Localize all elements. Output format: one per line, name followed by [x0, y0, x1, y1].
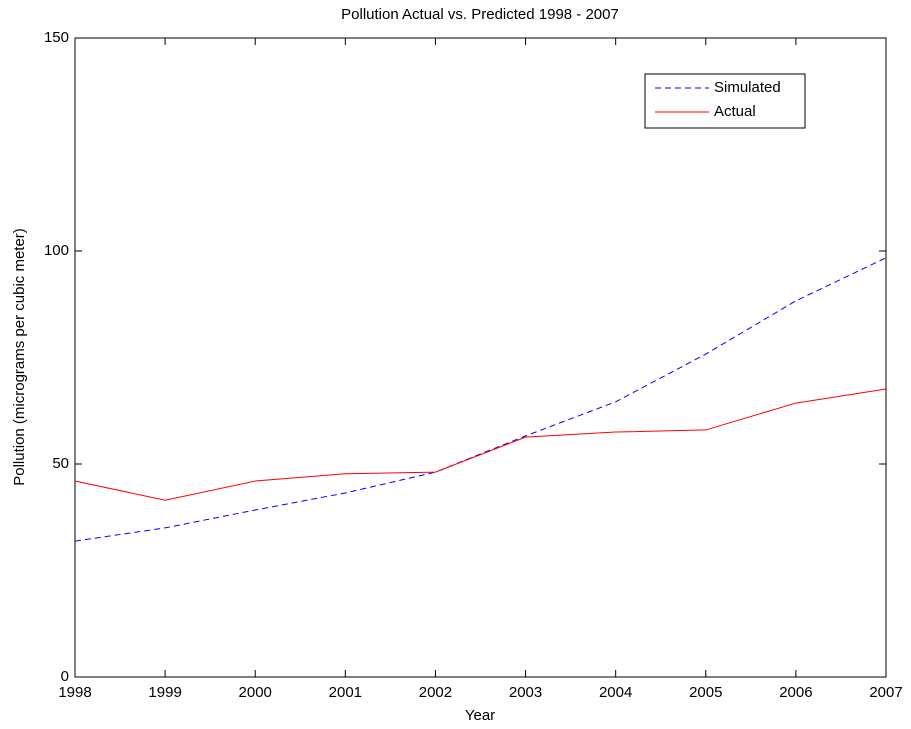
y-axis-label: Pollution (micrograms per cubic meter) [11, 228, 28, 486]
y-tick-label: 150 [44, 29, 69, 46]
y-tick-label: 50 [52, 455, 69, 472]
x-axis-label: Year [465, 707, 495, 724]
legend-label: Simulated [714, 79, 781, 96]
x-tick-label: 2004 [599, 684, 632, 701]
x-tick-label: 2006 [779, 684, 812, 701]
y-tick-label: 0 [61, 668, 69, 685]
y-tick-label: 100 [44, 242, 69, 259]
x-tick-label: 2001 [329, 684, 362, 701]
series-line [74, 388, 887, 501]
x-tick-label: 2007 [869, 684, 902, 701]
x-tick-label: 2005 [689, 684, 722, 701]
x-tick-label: 2002 [419, 684, 452, 701]
x-tick-label: 1999 [148, 684, 181, 701]
plot-area [74, 37, 887, 678]
x-tick-label: 1998 [58, 684, 91, 701]
x-tick-label: 2000 [239, 684, 272, 701]
chart-title: Pollution Actual vs. Predicted 1998 - 20… [341, 6, 619, 23]
x-tick-label: 2003 [509, 684, 542, 701]
series-line [74, 257, 887, 542]
legend-box [644, 73, 806, 129]
legend-label: Actual [714, 103, 756, 120]
